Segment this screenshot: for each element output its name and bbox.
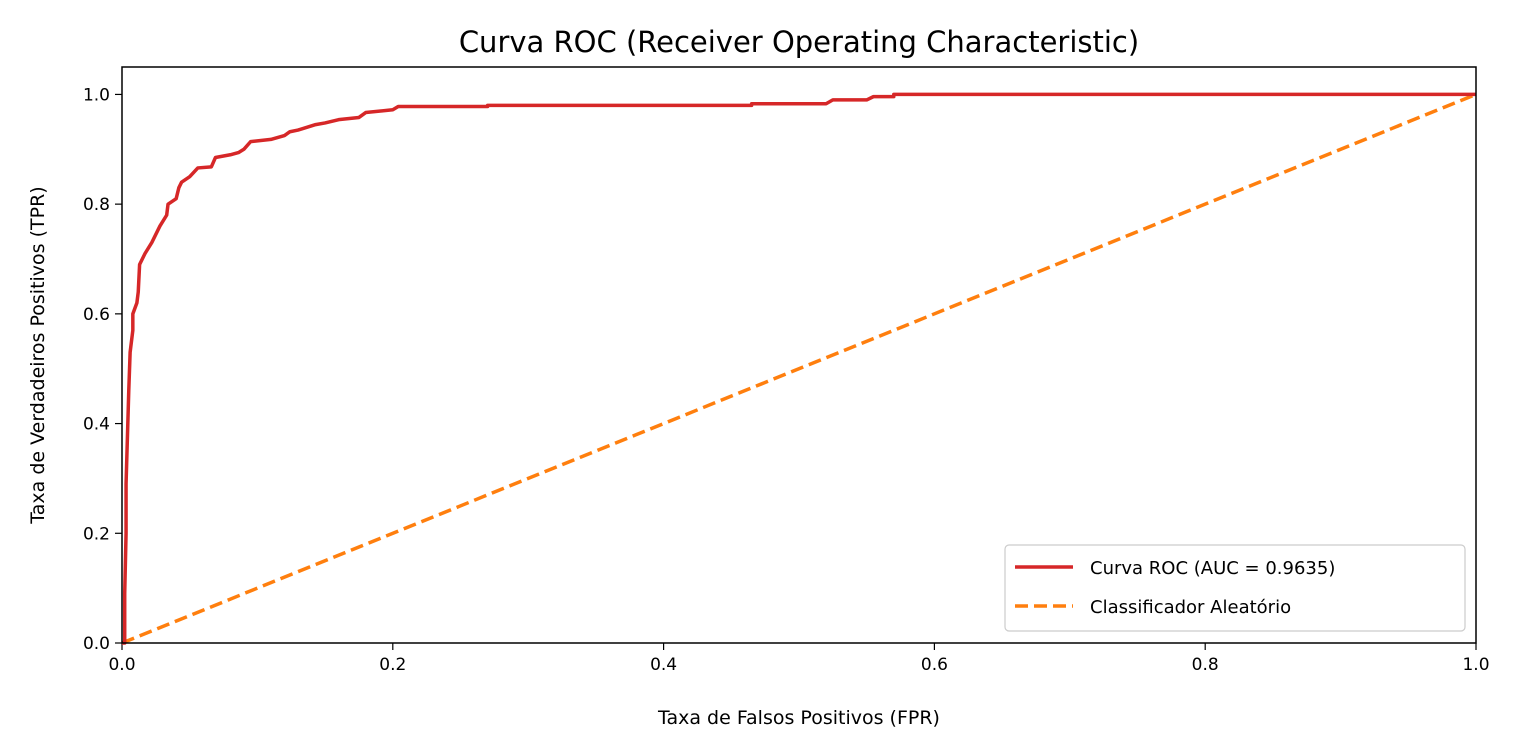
plot-frame bbox=[121, 66, 1477, 644]
chart-title: Curva ROC (Receiver Operating Characteri… bbox=[459, 25, 1139, 59]
y-tick-label: 0.0 bbox=[83, 634, 110, 654]
random-classifier-line bbox=[121, 92, 1477, 645]
x-tick-label: 0.8 bbox=[1192, 655, 1219, 675]
legend-label-random: Classificador Aleatório bbox=[1090, 597, 1291, 618]
x-tick-label: 0.6 bbox=[921, 655, 948, 675]
y-tick-label: 0.6 bbox=[83, 305, 110, 325]
roc-curve-line bbox=[122, 92, 1476, 645]
y-tick-label: 0.2 bbox=[83, 524, 110, 544]
x-axis-label: Taxa de Falsos Positivos (FPR) bbox=[657, 707, 940, 729]
y-tick-label: 0.8 bbox=[83, 195, 110, 215]
legend-box bbox=[1004, 544, 1466, 632]
y-axis-label: Taxa de Verdadeiros Positivos (TPR) bbox=[27, 186, 49, 524]
y-tick-label: 0.4 bbox=[83, 415, 110, 435]
y-tick-label: 1.0 bbox=[83, 85, 110, 105]
x-tick-label: 0.2 bbox=[379, 655, 406, 675]
x-tick-label: 0.0 bbox=[108, 655, 135, 675]
x-tick-label: 0.4 bbox=[650, 655, 677, 675]
legend: Curva ROC (AUC = 0.9635) Classificador A… bbox=[1004, 544, 1466, 632]
x-tick-label: 1.0 bbox=[1462, 655, 1489, 675]
legend-label-roc: Curva ROC (AUC = 0.9635) bbox=[1090, 558, 1335, 579]
